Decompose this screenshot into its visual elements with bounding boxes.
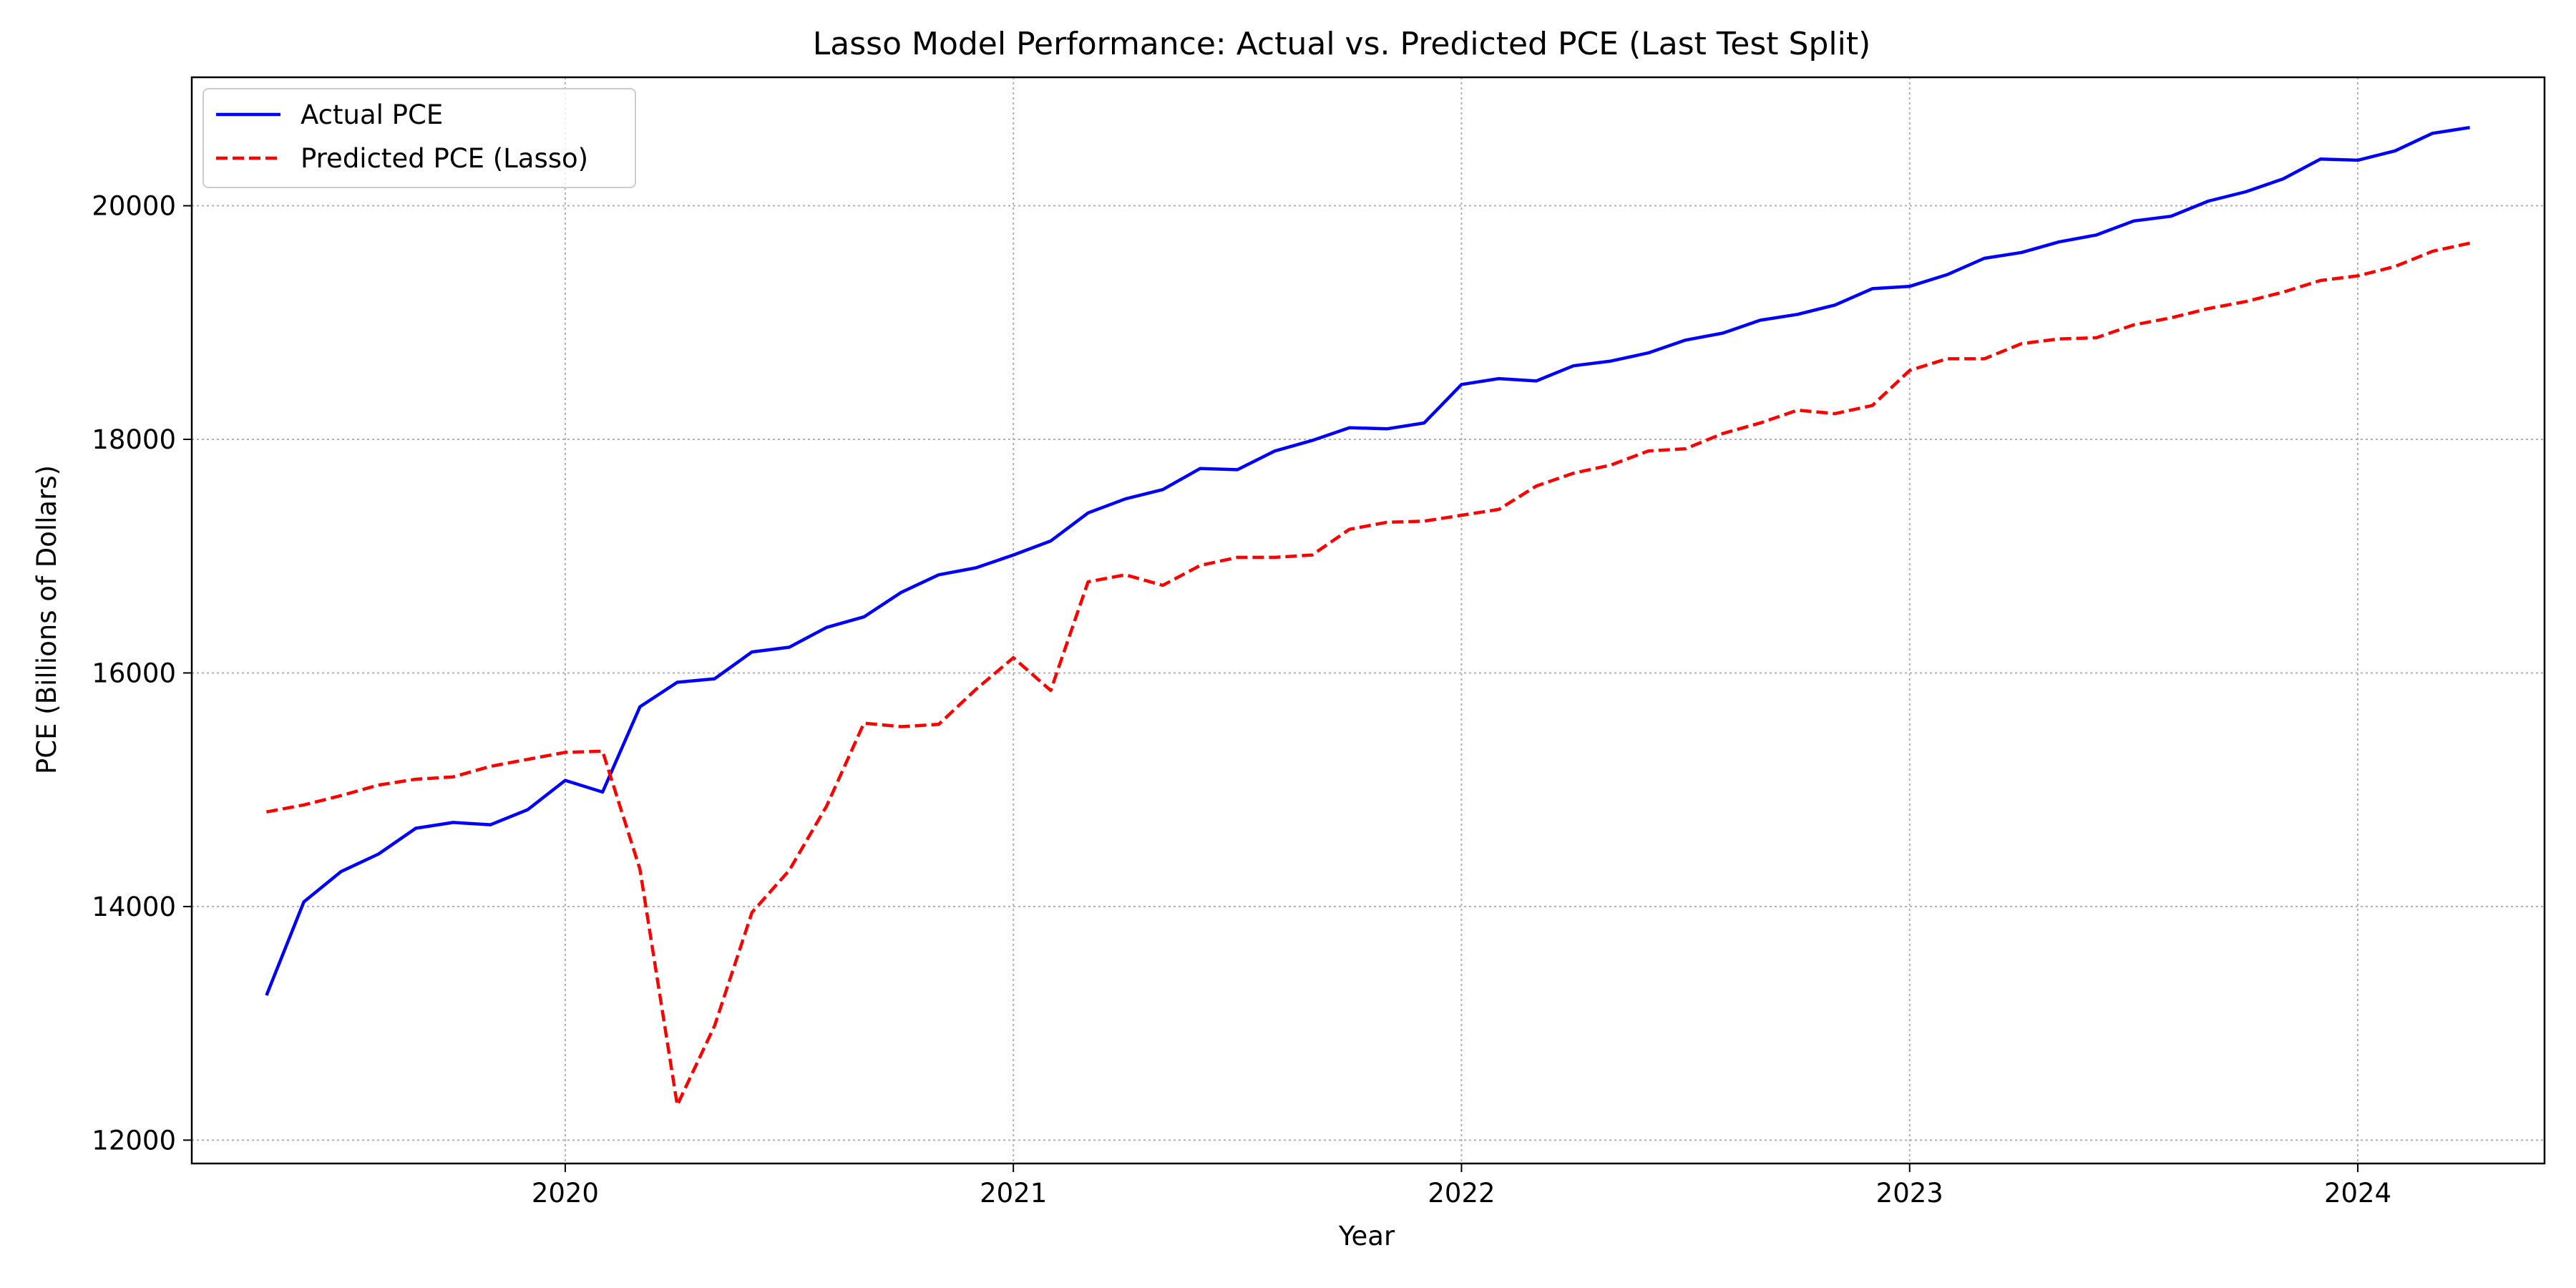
y-tick-label: 16000: [92, 658, 176, 688]
legend: Actual PCE Predicted PCE (Lasso): [203, 88, 636, 188]
y-tick-label: 18000: [92, 424, 176, 455]
actual-pce-line: [265, 125, 2470, 996]
x-tick-label: 2022: [1428, 1178, 1495, 1209]
legend-box: [203, 88, 636, 188]
x-tick-label: 2023: [1876, 1178, 1943, 1209]
grid-lines: [192, 77, 2545, 1163]
x-tick-label: 2024: [2324, 1178, 2391, 1209]
x-axis-ticks: 2020 2021 2022 2023 2024: [532, 1163, 2391, 1209]
y-tick-label: 20000: [92, 191, 176, 222]
y-axis-ticks: 12000 14000 16000 18000 20000: [92, 191, 192, 1156]
y-axis-label: PCE (Billions of Dollars): [31, 465, 62, 774]
x-tick-label: 2021: [980, 1178, 1047, 1209]
plot-series: [265, 125, 2471, 1107]
legend-label-actual: Actual PCE: [301, 99, 443, 130]
x-axis-label: Year: [1338, 1221, 1395, 1252]
legend-label-predicted: Predicted PCE (Lasso): [301, 143, 588, 174]
plot-frame: [190, 76, 2546, 1165]
chart-title: Lasso Model Performance: Actual vs. Pred…: [813, 26, 1870, 62]
y-tick-label: 12000: [92, 1125, 176, 1156]
x-tick-label: 2020: [532, 1178, 599, 1209]
predicted-pce-line: [265, 241, 2471, 1107]
y-tick-label: 14000: [92, 892, 176, 922]
